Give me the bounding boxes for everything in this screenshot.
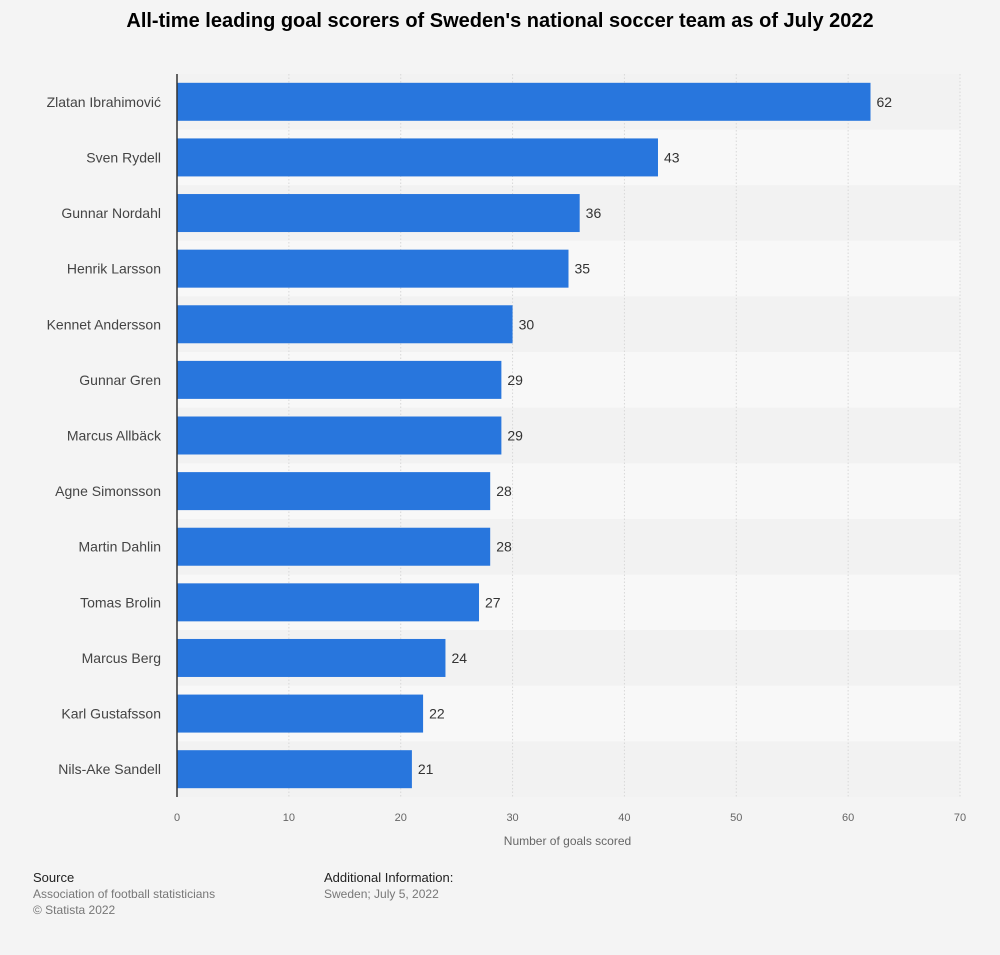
value-label: 43 (664, 149, 680, 165)
x-tick-label: 70 (954, 812, 966, 824)
value-label: 62 (877, 94, 893, 110)
value-label: 36 (586, 205, 602, 221)
bar-chart: Zlatan Ibrahimović 62 Sven Rydell 43 Gunnar … (47, 74, 966, 848)
value-label: 27 (485, 594, 501, 610)
bar[interactable] (177, 305, 513, 344)
category-label: Tomas Brolin (80, 594, 161, 610)
value-label: 29 (507, 428, 523, 444)
copyright-text: © Statista 2022 (33, 903, 116, 917)
bar[interactable] (177, 694, 424, 733)
bar[interactable] (177, 82, 871, 121)
chart-title: All-time leading goal scorers of Sweden'… (126, 10, 874, 32)
bar[interactable] (177, 416, 502, 455)
category-label: Martin Dahlin (79, 539, 161, 555)
source-block: Source Association of football statistic… (33, 870, 215, 918)
category-label: Sven Rydell (86, 149, 161, 165)
category-label: Henrik Larsson (67, 261, 161, 277)
value-label: 29 (507, 372, 523, 388)
x-tick-label: 20 (395, 812, 407, 824)
category-label: Nils-Ake Sandell (58, 761, 161, 777)
category-label: Agne Simonsson (55, 483, 161, 499)
category-label: Gunnar Nordahl (61, 205, 161, 221)
category-label: Marcus Berg (82, 650, 161, 666)
value-label: 22 (429, 706, 445, 722)
additional-info-text: Sweden; July 5, 2022 (324, 887, 439, 901)
x-tick-label: 30 (506, 812, 518, 824)
value-label: 28 (496, 539, 512, 555)
category-label: Zlatan Ibrahimović (47, 94, 161, 110)
x-tick-label: 0 (174, 812, 180, 824)
source-text[interactable]: Association of football statisticians (33, 887, 216, 901)
value-label: 35 (575, 261, 591, 277)
value-label: 28 (496, 483, 512, 499)
bar[interactable] (177, 138, 658, 177)
bar[interactable] (177, 360, 502, 399)
category-label: Karl Gustafsson (61, 706, 161, 722)
category-label: Kennet Andersson (47, 316, 161, 332)
value-label: 30 (519, 316, 535, 332)
x-axis-title: Number of goals scored (504, 834, 631, 848)
bar[interactable] (177, 249, 569, 288)
x-tick-label: 60 (842, 812, 854, 824)
bar[interactable] (177, 583, 480, 622)
x-tick-label: 10 (283, 812, 295, 824)
x-tick-label: 40 (618, 812, 630, 824)
bar[interactable] (177, 638, 446, 677)
category-label: Marcus Allbäck (67, 428, 162, 444)
bar[interactable] (177, 194, 580, 233)
bar[interactable] (177, 472, 491, 511)
value-label: 21 (418, 761, 434, 777)
bar[interactable] (177, 527, 491, 566)
additional-info-heading: Additional Information: (324, 870, 454, 885)
source-heading: Source (33, 870, 75, 885)
bar[interactable] (177, 750, 412, 789)
category-label: Gunnar Gren (79, 372, 161, 388)
x-tick-label: 50 (730, 812, 742, 824)
additional-info-block: Additional Information: Sweden; July 5, … (324, 870, 453, 902)
value-label: 24 (451, 650, 467, 666)
